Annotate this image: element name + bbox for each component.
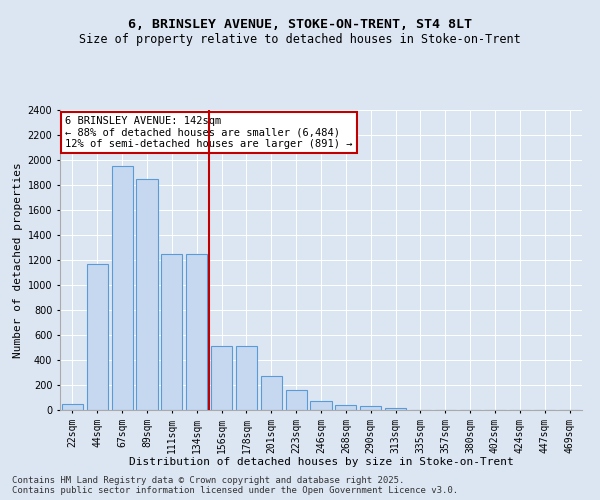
Bar — [335, 405, 356, 410]
X-axis label: Distribution of detached houses by size in Stoke-on-Trent: Distribution of detached houses by size … — [128, 457, 514, 467]
Bar — [87, 264, 108, 410]
Text: Contains HM Land Registry data © Crown copyright and database right 2025.
Contai: Contains HM Land Registry data © Crown c… — [12, 476, 458, 495]
Bar — [211, 346, 232, 410]
Y-axis label: Number of detached properties: Number of detached properties — [13, 162, 23, 358]
Bar — [261, 376, 282, 410]
Bar — [310, 401, 332, 410]
Bar — [112, 166, 133, 410]
Text: 6, BRINSLEY AVENUE, STOKE-ON-TRENT, ST4 8LT: 6, BRINSLEY AVENUE, STOKE-ON-TRENT, ST4 … — [128, 18, 472, 30]
Bar — [385, 408, 406, 410]
Bar — [236, 346, 257, 410]
Text: 6 BRINSLEY AVENUE: 142sqm
← 88% of detached houses are smaller (6,484)
12% of se: 6 BRINSLEY AVENUE: 142sqm ← 88% of detac… — [65, 116, 353, 149]
Text: Size of property relative to detached houses in Stoke-on-Trent: Size of property relative to detached ho… — [79, 32, 521, 46]
Bar — [286, 390, 307, 410]
Bar — [136, 179, 158, 410]
Bar — [360, 406, 381, 410]
Bar — [186, 254, 207, 410]
Bar — [161, 254, 182, 410]
Bar — [62, 404, 83, 410]
